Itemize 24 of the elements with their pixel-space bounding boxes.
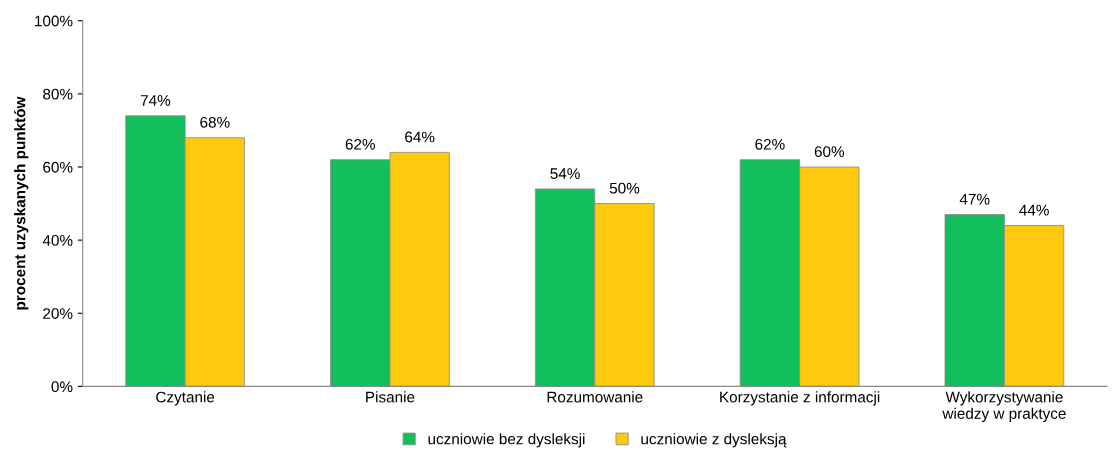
data-label: 44% bbox=[1019, 204, 1049, 216]
legend-label: uczniowie z dysleksją bbox=[641, 433, 787, 448]
x-tick-label: Wykorzystywanie wiedzy w praktyce bbox=[942, 391, 1066, 422]
data-label: 60% bbox=[814, 146, 845, 158]
x-tick-label: Czytanie bbox=[156, 391, 215, 406]
y-tick-label: 20% bbox=[43, 308, 73, 319]
data-label: 64% bbox=[405, 131, 435, 143]
data-label: 62% bbox=[755, 138, 785, 150]
data-label: 54% bbox=[550, 168, 580, 179]
y-axis-title: procent uzyskanych punktów bbox=[14, 96, 29, 310]
y-tick-label: 40% bbox=[42, 234, 73, 246]
data-label: 47% bbox=[959, 193, 990, 205]
x-tick-label: Rozumowanie bbox=[547, 391, 643, 403]
data-label: 62% bbox=[345, 138, 376, 150]
y-tick-label: 80% bbox=[43, 88, 73, 100]
y-tick-label: 100% bbox=[35, 15, 73, 27]
data-label: 50% bbox=[609, 182, 640, 194]
y-tick-label: 0% bbox=[51, 381, 73, 393]
y-tick-label: 60% bbox=[43, 161, 73, 173]
data-label: 68% bbox=[200, 116, 230, 128]
x-tick-label: Pisanie bbox=[366, 391, 415, 403]
legend-label: uczniowie bez dysleksji bbox=[428, 433, 585, 448]
x-tick-label: Korzystanie z informacji bbox=[720, 391, 880, 406]
data-label: 74% bbox=[140, 95, 171, 106]
